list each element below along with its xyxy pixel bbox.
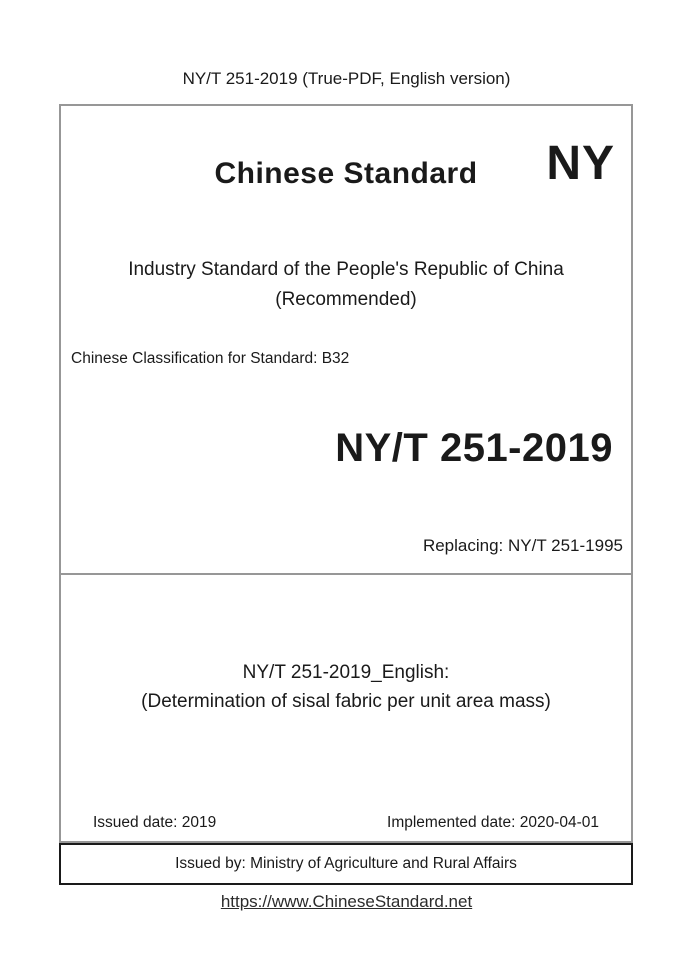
- english-title-line1: NY/T 251-2019_English:: [242, 662, 450, 683]
- section-divider: [59, 573, 633, 575]
- footer: https://www.ChineseStandard.net: [0, 892, 693, 912]
- standard-prefix-logo: NY: [546, 137, 615, 190]
- standard-type-line2: (Recommended): [275, 289, 417, 310]
- classification-label: Chinese Classification for Standard: B32: [71, 350, 350, 367]
- replacing-label: Replacing: NY/T 251-1995: [422, 536, 623, 555]
- dates-row: Issued date: 2019 Implemented date: 2020…: [61, 814, 631, 832]
- issued-date-label: Issued date: 2019: [93, 814, 217, 831]
- website-link[interactable]: https://www.ChineseStandard.net: [220, 892, 473, 911]
- cover-main-box: Chinese Standard NY Industry Standard of…: [59, 104, 633, 843]
- english-title-block: NY/T 251-2019_English: (Determination of…: [61, 658, 631, 716]
- document-header-title: NY/T 251-2019 (True-PDF, English version…: [182, 69, 511, 88]
- english-title-line2: (Determination of sisal fabric per unit …: [141, 691, 551, 712]
- standard-type-block: Industry Standard of the People's Republ…: [61, 255, 631, 315]
- implemented-date-label: Implemented date: 2020-04-01: [387, 814, 599, 831]
- standard-type-line1: Industry Standard of the People's Republ…: [128, 259, 564, 280]
- brand-title: Chinese Standard: [214, 157, 478, 190]
- standard-number: NY/T 251-2019: [335, 426, 613, 470]
- issued-by-label: Issued by: Ministry of Agriculture and R…: [175, 855, 517, 872]
- issued-by-box: Issued by: Ministry of Agriculture and R…: [59, 843, 633, 885]
